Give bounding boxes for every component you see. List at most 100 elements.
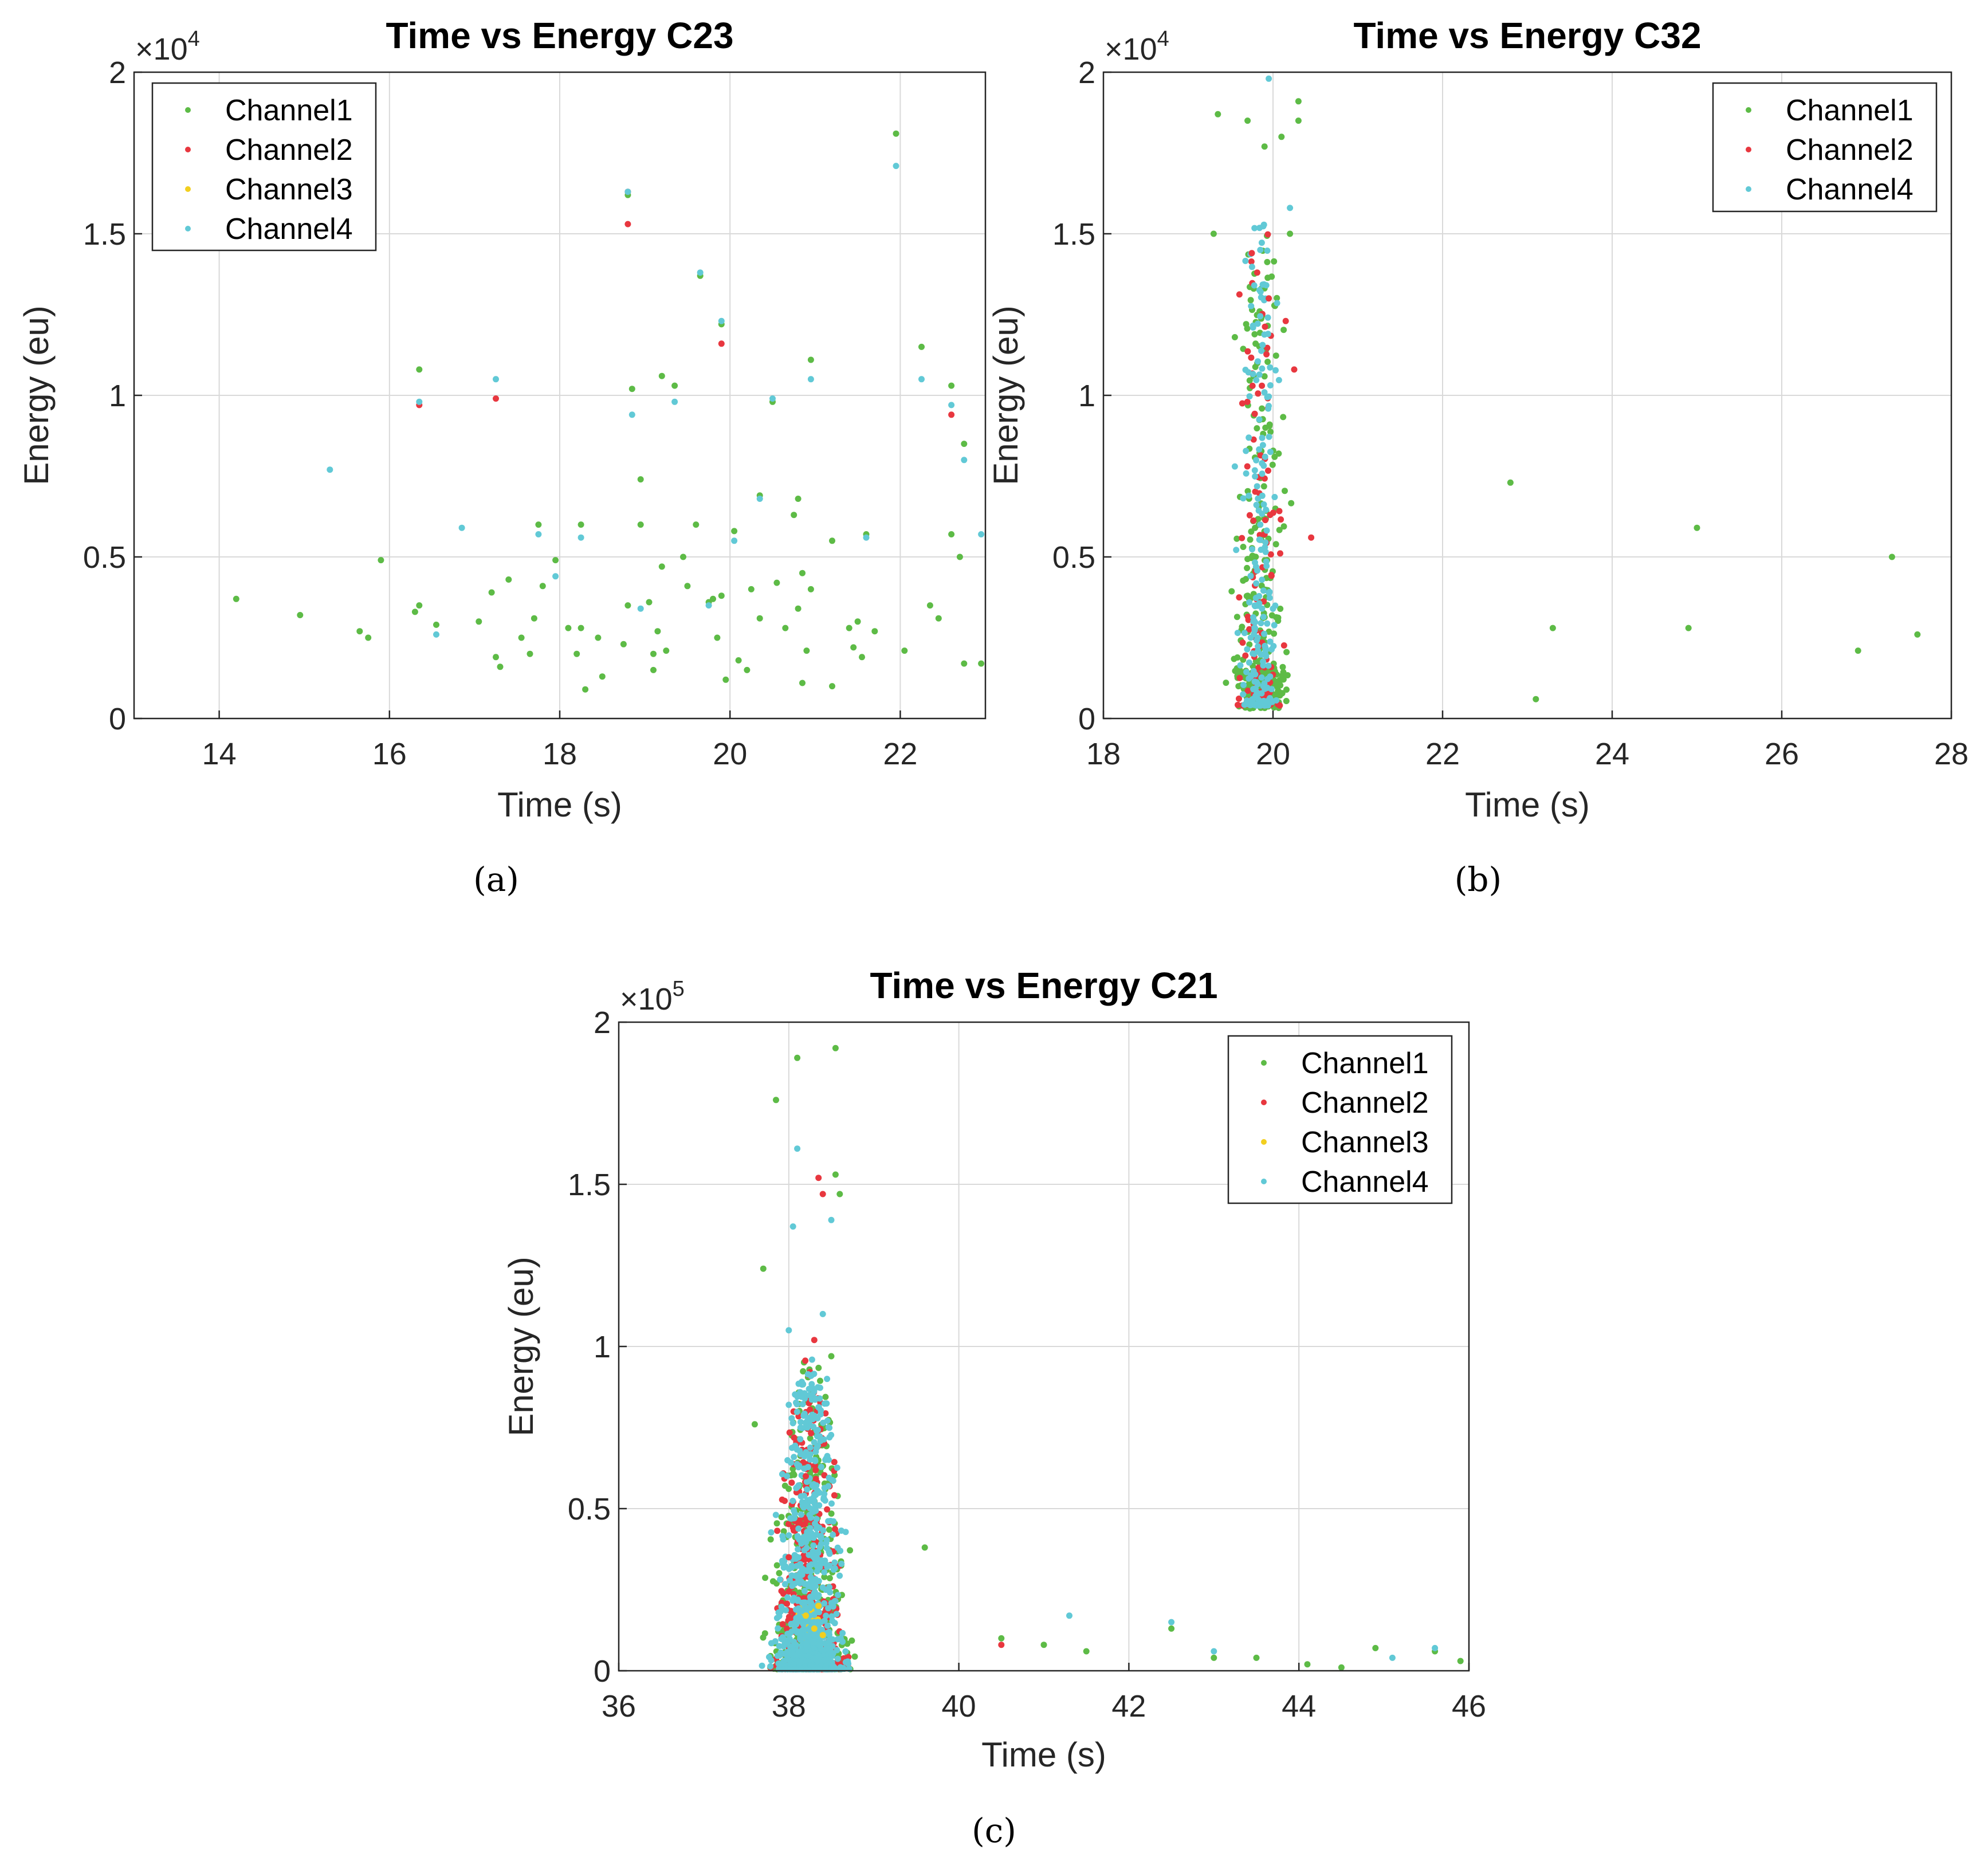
data-point-channel4 bbox=[1240, 682, 1247, 688]
legend-marker-channel2 bbox=[185, 147, 191, 152]
x-tick-label: 22 bbox=[1425, 737, 1460, 771]
data-point-channel4 bbox=[844, 1658, 851, 1665]
data-point-channel4 bbox=[789, 1420, 796, 1427]
data-point-channel4 bbox=[831, 1559, 838, 1566]
data-point-channel4 bbox=[777, 1649, 784, 1656]
data-point-channel1 bbox=[693, 521, 700, 528]
data-point-channel4 bbox=[1246, 659, 1252, 666]
data-point-channel4 bbox=[800, 1412, 807, 1419]
data-point-channel1 bbox=[233, 595, 239, 602]
data-point-channel1 bbox=[1295, 98, 1302, 105]
data-point-channel4 bbox=[1259, 442, 1266, 449]
x-tick-label: 16 bbox=[372, 737, 407, 771]
data-point-channel4 bbox=[793, 1408, 800, 1415]
data-point-channel4 bbox=[831, 1620, 838, 1627]
data-point-channel4 bbox=[1271, 622, 1278, 629]
data-point-channel3 bbox=[815, 1603, 822, 1609]
legend-marker-channel4 bbox=[185, 226, 191, 231]
data-point-channel1 bbox=[1288, 500, 1295, 507]
data-point-channel4 bbox=[1259, 341, 1266, 348]
data-point-channel4 bbox=[863, 534, 870, 541]
data-point-channel1 bbox=[918, 343, 925, 350]
data-point-channel4 bbox=[1211, 1648, 1217, 1655]
data-point-channel4 bbox=[1253, 501, 1260, 508]
data-point-channel4 bbox=[796, 1462, 803, 1469]
data-point-channel4 bbox=[812, 1582, 819, 1589]
data-point-channel4 bbox=[833, 1611, 840, 1617]
data-point-channel4 bbox=[795, 1546, 802, 1553]
data-point-channel2 bbox=[1291, 366, 1298, 373]
data-point-channel1 bbox=[1278, 134, 1285, 140]
data-point-channel4 bbox=[842, 1648, 849, 1655]
data-point-channel1 bbox=[488, 589, 495, 596]
data-point-channel1 bbox=[836, 1191, 843, 1197]
legend-label-channel2: Channel2 bbox=[225, 134, 353, 167]
legend-label-channel2: Channel2 bbox=[1301, 1086, 1429, 1120]
data-point-channel4 bbox=[839, 1630, 846, 1636]
data-point-channel4 bbox=[1261, 702, 1268, 709]
data-point-channel2 bbox=[1259, 382, 1266, 389]
data-point-channel4 bbox=[458, 524, 465, 531]
data-point-channel1 bbox=[799, 680, 806, 686]
data-point-channel1 bbox=[926, 602, 933, 609]
y-tick-label: 0 bbox=[1078, 702, 1095, 736]
data-point-channel4 bbox=[1263, 507, 1270, 513]
tick-labels: 18 20 22 24 26 28 0 0.5 1 1.5 2 bbox=[1052, 56, 1969, 771]
data-point-channel4 bbox=[794, 1145, 801, 1152]
x-tick-label: 20 bbox=[1256, 737, 1290, 771]
data-point-channel2 bbox=[785, 1521, 792, 1528]
data-point-channel4 bbox=[1252, 603, 1259, 610]
data-point-channel1 bbox=[1295, 117, 1302, 124]
data-point-channel1 bbox=[767, 1536, 774, 1543]
data-point-channel4 bbox=[535, 531, 542, 537]
data-point-channel1 bbox=[1279, 676, 1286, 683]
data-point-channel4 bbox=[1389, 1654, 1396, 1661]
y-tick-label: 1.5 bbox=[568, 1168, 611, 1202]
data-point-channel1 bbox=[780, 1528, 787, 1535]
data-point-channel1 bbox=[800, 1368, 807, 1375]
data-point-channel1 bbox=[1253, 1654, 1260, 1661]
data-point-channel2 bbox=[808, 1430, 815, 1436]
data-point-channel4 bbox=[433, 631, 439, 638]
data-point-channel2 bbox=[832, 1526, 838, 1533]
data-point-channel4 bbox=[789, 1223, 796, 1230]
data-point-channel4 bbox=[808, 1384, 815, 1391]
data-point-channel1 bbox=[599, 673, 606, 680]
data-point-channel4 bbox=[731, 537, 738, 544]
data-point-channel1 bbox=[595, 634, 602, 641]
data-point-channel4 bbox=[838, 1528, 844, 1534]
data-point-channel4 bbox=[807, 1593, 814, 1600]
data-point-channel4 bbox=[793, 1400, 800, 1407]
data-point-channel1 bbox=[829, 537, 835, 544]
x-tick-label: 26 bbox=[1765, 737, 1799, 771]
data-point-channel4 bbox=[830, 1532, 836, 1538]
data-point-channel4 bbox=[809, 1416, 816, 1423]
data-point-channel4 bbox=[794, 1596, 801, 1603]
data-point-channel4 bbox=[1260, 281, 1267, 288]
data-point-channel1 bbox=[847, 1547, 854, 1554]
data-point-channel1 bbox=[785, 1486, 792, 1492]
data-point-channel4 bbox=[1259, 434, 1266, 441]
data-point-channel4 bbox=[806, 1451, 812, 1458]
data-point-channel4 bbox=[785, 1401, 792, 1408]
data-point-channel1 bbox=[411, 608, 418, 615]
data-point-channel2 bbox=[1251, 410, 1258, 417]
data-point-channel1 bbox=[851, 1653, 858, 1660]
data-point-channel4 bbox=[767, 1663, 774, 1670]
data-point-channel4 bbox=[792, 1620, 799, 1627]
data-point-channel4 bbox=[1267, 449, 1274, 456]
data-point-channel3 bbox=[819, 1632, 826, 1639]
data-point-channel1 bbox=[416, 366, 423, 373]
data-point-channel4 bbox=[1266, 590, 1272, 596]
y-tick-label: 0.5 bbox=[568, 1492, 611, 1526]
data-point-channel2 bbox=[822, 1410, 829, 1417]
data-point-channel4 bbox=[780, 1564, 787, 1571]
data-point-channel4 bbox=[819, 1310, 826, 1317]
data-point-channel1 bbox=[1228, 588, 1235, 595]
data-point-channel4 bbox=[1257, 246, 1264, 253]
data-point-channel4 bbox=[801, 1493, 808, 1499]
data-point-channel4 bbox=[828, 1500, 835, 1507]
data-point-channel2 bbox=[1252, 488, 1259, 495]
legend-marker-channel2 bbox=[1261, 1100, 1267, 1105]
data-point-channel4 bbox=[835, 1592, 841, 1599]
